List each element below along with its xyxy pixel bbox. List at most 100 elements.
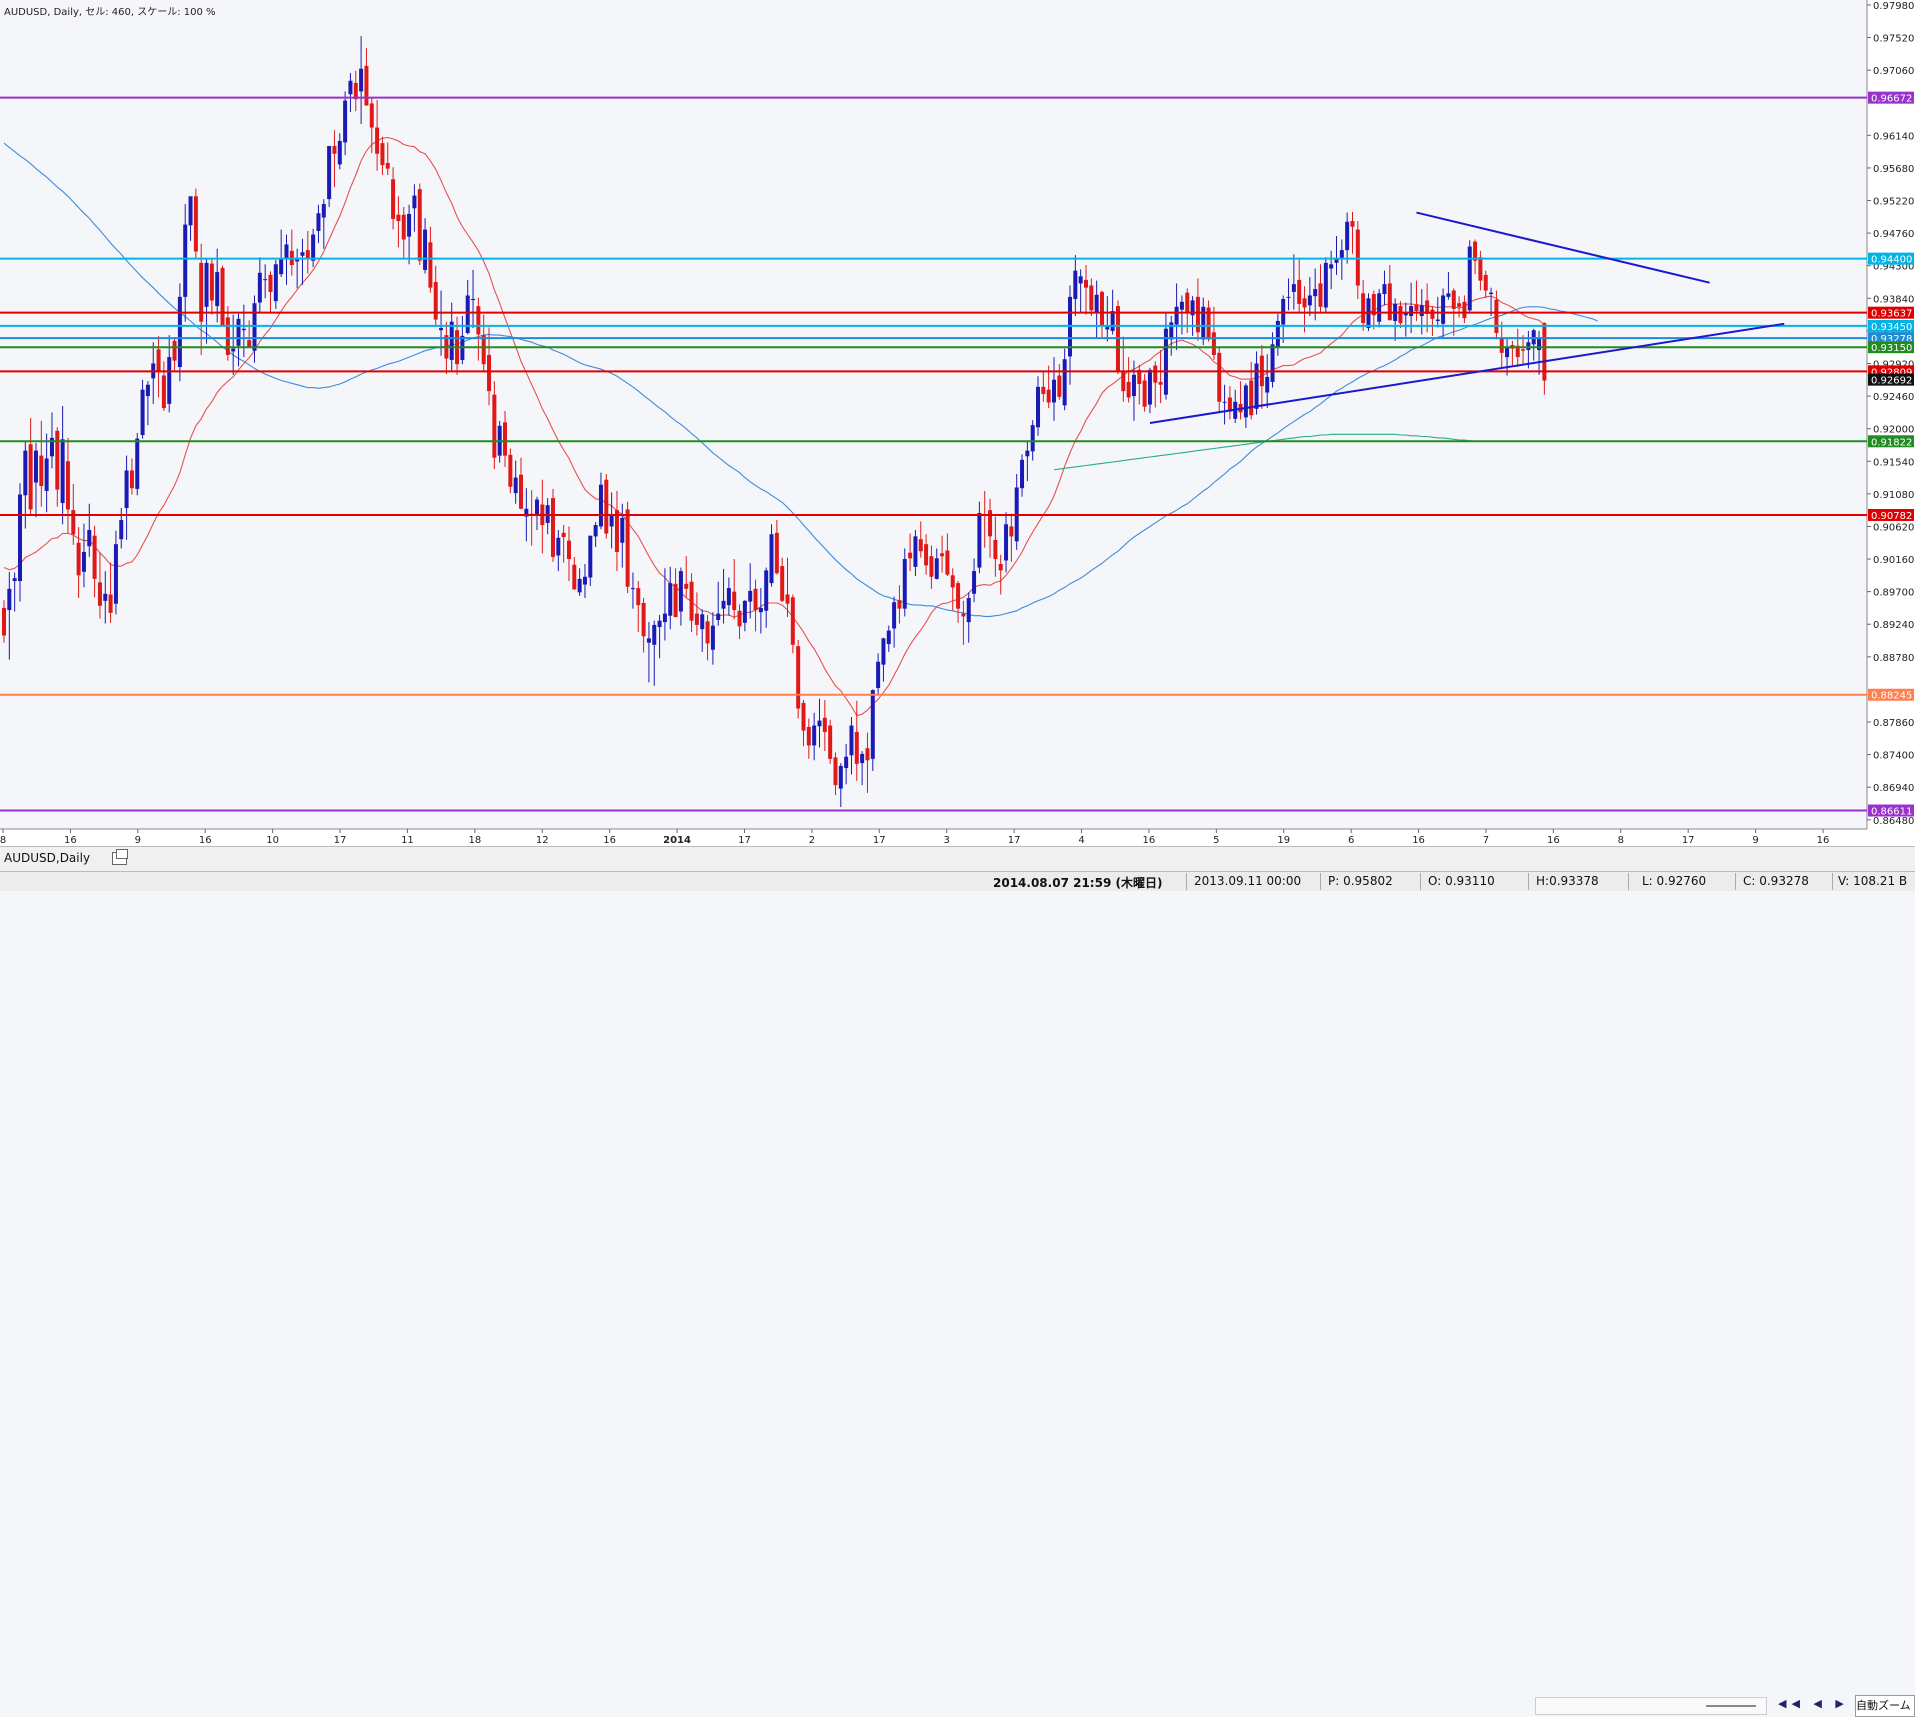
candle-body <box>652 624 657 645</box>
chart-tab[interactable]: AUDUSD,Daily <box>4 851 91 865</box>
candle-body <box>1169 322 1174 340</box>
candle-body <box>97 582 102 606</box>
candle-body <box>833 757 838 786</box>
candle-body <box>876 661 881 688</box>
level-price-tags: 0.96672 0.94400 0.93637 0.934500.932780.931… <box>1868 91 1914 818</box>
price-tick-label: 0.87860 <box>1873 718 1914 729</box>
candle-body <box>263 279 268 281</box>
status-separator <box>1320 873 1321 890</box>
candle-body <box>188 196 193 226</box>
candle-body <box>7 588 12 611</box>
candle-body <box>870 690 875 759</box>
trendlines[interactable] <box>1149 211 1785 424</box>
time-tick-label: 16 <box>64 835 77 846</box>
candle-body <box>332 145 337 154</box>
candle-body <box>1515 345 1520 358</box>
candle-body <box>1057 375 1062 397</box>
time-tick-label: 19 <box>1277 835 1290 846</box>
chart-tab-bar: AUDUSD,Daily ◀◀ ◀ ▶ ▶▶ 自動ズーム <box>0 846 1915 1717</box>
candle-body <box>812 725 817 746</box>
candle-body <box>988 510 993 537</box>
candle-body <box>161 375 166 409</box>
candle-body <box>657 620 662 628</box>
level-price-tag <box>1868 373 1914 386</box>
candle-body <box>252 303 257 351</box>
candle-body <box>881 638 886 665</box>
price-tick-label: 0.97060 <box>1873 66 1914 77</box>
trendline <box>1149 322 1785 424</box>
candle-body <box>1185 292 1190 313</box>
candle-body <box>119 520 124 540</box>
candle-body <box>1126 381 1131 398</box>
candle-body <box>257 272 262 303</box>
time-tick-label: 2 <box>809 835 815 846</box>
candle-body <box>1473 241 1478 261</box>
candle-body <box>481 335 486 365</box>
price-tick-label: 0.92000 <box>1873 425 1914 436</box>
candle-body <box>87 529 92 547</box>
candle-body <box>1201 306 1206 340</box>
price-tick-label: 0.91540 <box>1873 457 1914 468</box>
price-tick-label: 0.94300 <box>1873 262 1914 273</box>
candle-body <box>1062 359 1067 406</box>
time-tick-label: 6 <box>1348 835 1354 846</box>
status-price: P: 0.95802 <box>1328 874 1393 888</box>
price-tick-label: 0.92460 <box>1873 392 1914 403</box>
auto-zoom-button[interactable]: 自動ズーム <box>1855 1695 1915 1717</box>
window-restore-icon[interactable] <box>112 849 128 865</box>
candle-body <box>524 508 529 517</box>
candle-body <box>391 179 396 219</box>
candle-body <box>471 299 476 301</box>
candle-body <box>764 570 769 611</box>
candle-body <box>614 510 619 552</box>
level-price-tag <box>1868 332 1914 345</box>
candle-body <box>1009 526 1014 537</box>
candle-body <box>908 552 913 559</box>
candle-body <box>1382 284 1387 295</box>
candle-body <box>1131 374 1136 397</box>
candle-body <box>1377 293 1382 322</box>
status-separator <box>1528 873 1529 890</box>
candle-body <box>215 272 220 307</box>
candle-body <box>966 598 971 623</box>
candle-body <box>886 630 891 645</box>
candle-body <box>12 578 17 582</box>
candle-body <box>796 646 801 709</box>
status-bar-time: 2013.09.11 00:00 <box>1194 874 1302 888</box>
status-high: H:0.93378 <box>1536 874 1599 888</box>
scroll-thumb[interactable] <box>1706 1705 1756 1707</box>
level-price-tag-label: 0.92809 <box>1871 367 1912 378</box>
time-tick-label: 3 <box>944 835 950 846</box>
candle-body <box>1457 303 1462 307</box>
candle-body <box>407 213 412 237</box>
time-tick-label: 17 <box>873 835 886 846</box>
level-price-tag <box>1868 341 1914 354</box>
candle-body <box>321 204 326 218</box>
candle-body <box>1121 371 1126 392</box>
candle-body <box>1307 295 1312 306</box>
candle-body <box>1542 323 1547 381</box>
status-low: L: 0.92760 <box>1642 874 1707 888</box>
price-tick-label: 0.97520 <box>1873 34 1914 45</box>
time-tick-label: 16 <box>1143 835 1156 846</box>
horizontal-levels[interactable] <box>0 96 1867 812</box>
candle-body <box>1004 524 1009 561</box>
chart-scrollbar[interactable] <box>1535 1697 1767 1715</box>
candle-body <box>1195 296 1200 333</box>
candle-body <box>167 357 172 404</box>
candle-body <box>300 252 305 256</box>
candle-body <box>1036 386 1041 428</box>
candle-body <box>780 566 785 601</box>
candle-body <box>311 234 316 261</box>
moving-average-line <box>3 136 1545 717</box>
candle-body <box>417 189 422 261</box>
candle-body <box>625 509 630 587</box>
candle-body <box>465 295 470 334</box>
candle-body <box>268 274 273 292</box>
candle-body <box>1329 264 1334 269</box>
price-chart[interactable]: 0.97980 0.97520 0.97060 0.96140 0.95680 0.952… <box>0 0 1915 846</box>
level-price-tag-label: 0.91822 <box>1871 437 1912 448</box>
price-tick-label: 0.87400 <box>1873 751 1914 762</box>
candle-body <box>183 224 188 297</box>
time-tick-label: 16 <box>1547 835 1560 846</box>
